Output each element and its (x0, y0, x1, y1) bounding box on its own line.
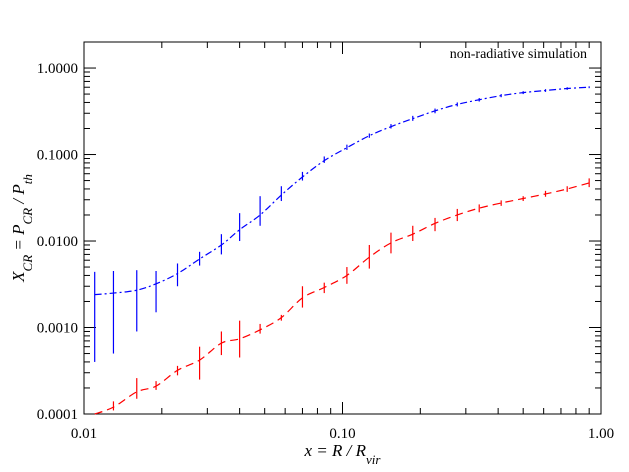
plot-frame (83, 41, 602, 415)
y-axis-label-part1: X (9, 271, 28, 283)
y-axis-label-part3: / P (9, 184, 28, 208)
y-tick-label: 0.0001 (37, 407, 78, 423)
y-tick-label: 1.0000 (37, 61, 78, 77)
series-1 (94, 86, 590, 362)
y-tick-label: 0.1000 (37, 148, 78, 164)
y-axis-label-sub1: CR (20, 255, 35, 272)
plot-area (83, 41, 602, 415)
y-tick-label: 0.0100 (37, 234, 78, 250)
series-2 (94, 178, 590, 415)
series-2-line (94, 182, 590, 415)
series-1-line (94, 86, 590, 296)
y-tick-label: 0.0010 (37, 321, 78, 337)
tick-labels: 0.01 0.10 1.00 0.0001 0.0010 0.0100 0.1000 1.00… (37, 61, 614, 442)
x-axis-label-main: x = R / R (304, 441, 367, 460)
y-axis-label-sub2: CR (20, 208, 35, 225)
annotation-label: non-radiative simulation (450, 47, 587, 62)
x-tick-label: 1.00 (588, 426, 614, 442)
x-tick-label: 0.10 (329, 426, 355, 442)
y-axis-label-sub3: th (20, 174, 35, 184)
y-axis-label-part2: = P (9, 224, 28, 254)
axis-ticks (83, 41, 602, 415)
x-axis-label-sub: vir (366, 452, 381, 467)
x-tick-label: 0.01 (71, 426, 97, 442)
y-axis-label: XCR = PCR / Pth (9, 174, 35, 283)
series-group (94, 86, 590, 415)
x-axis-label: x = R / Rvir (304, 441, 382, 467)
